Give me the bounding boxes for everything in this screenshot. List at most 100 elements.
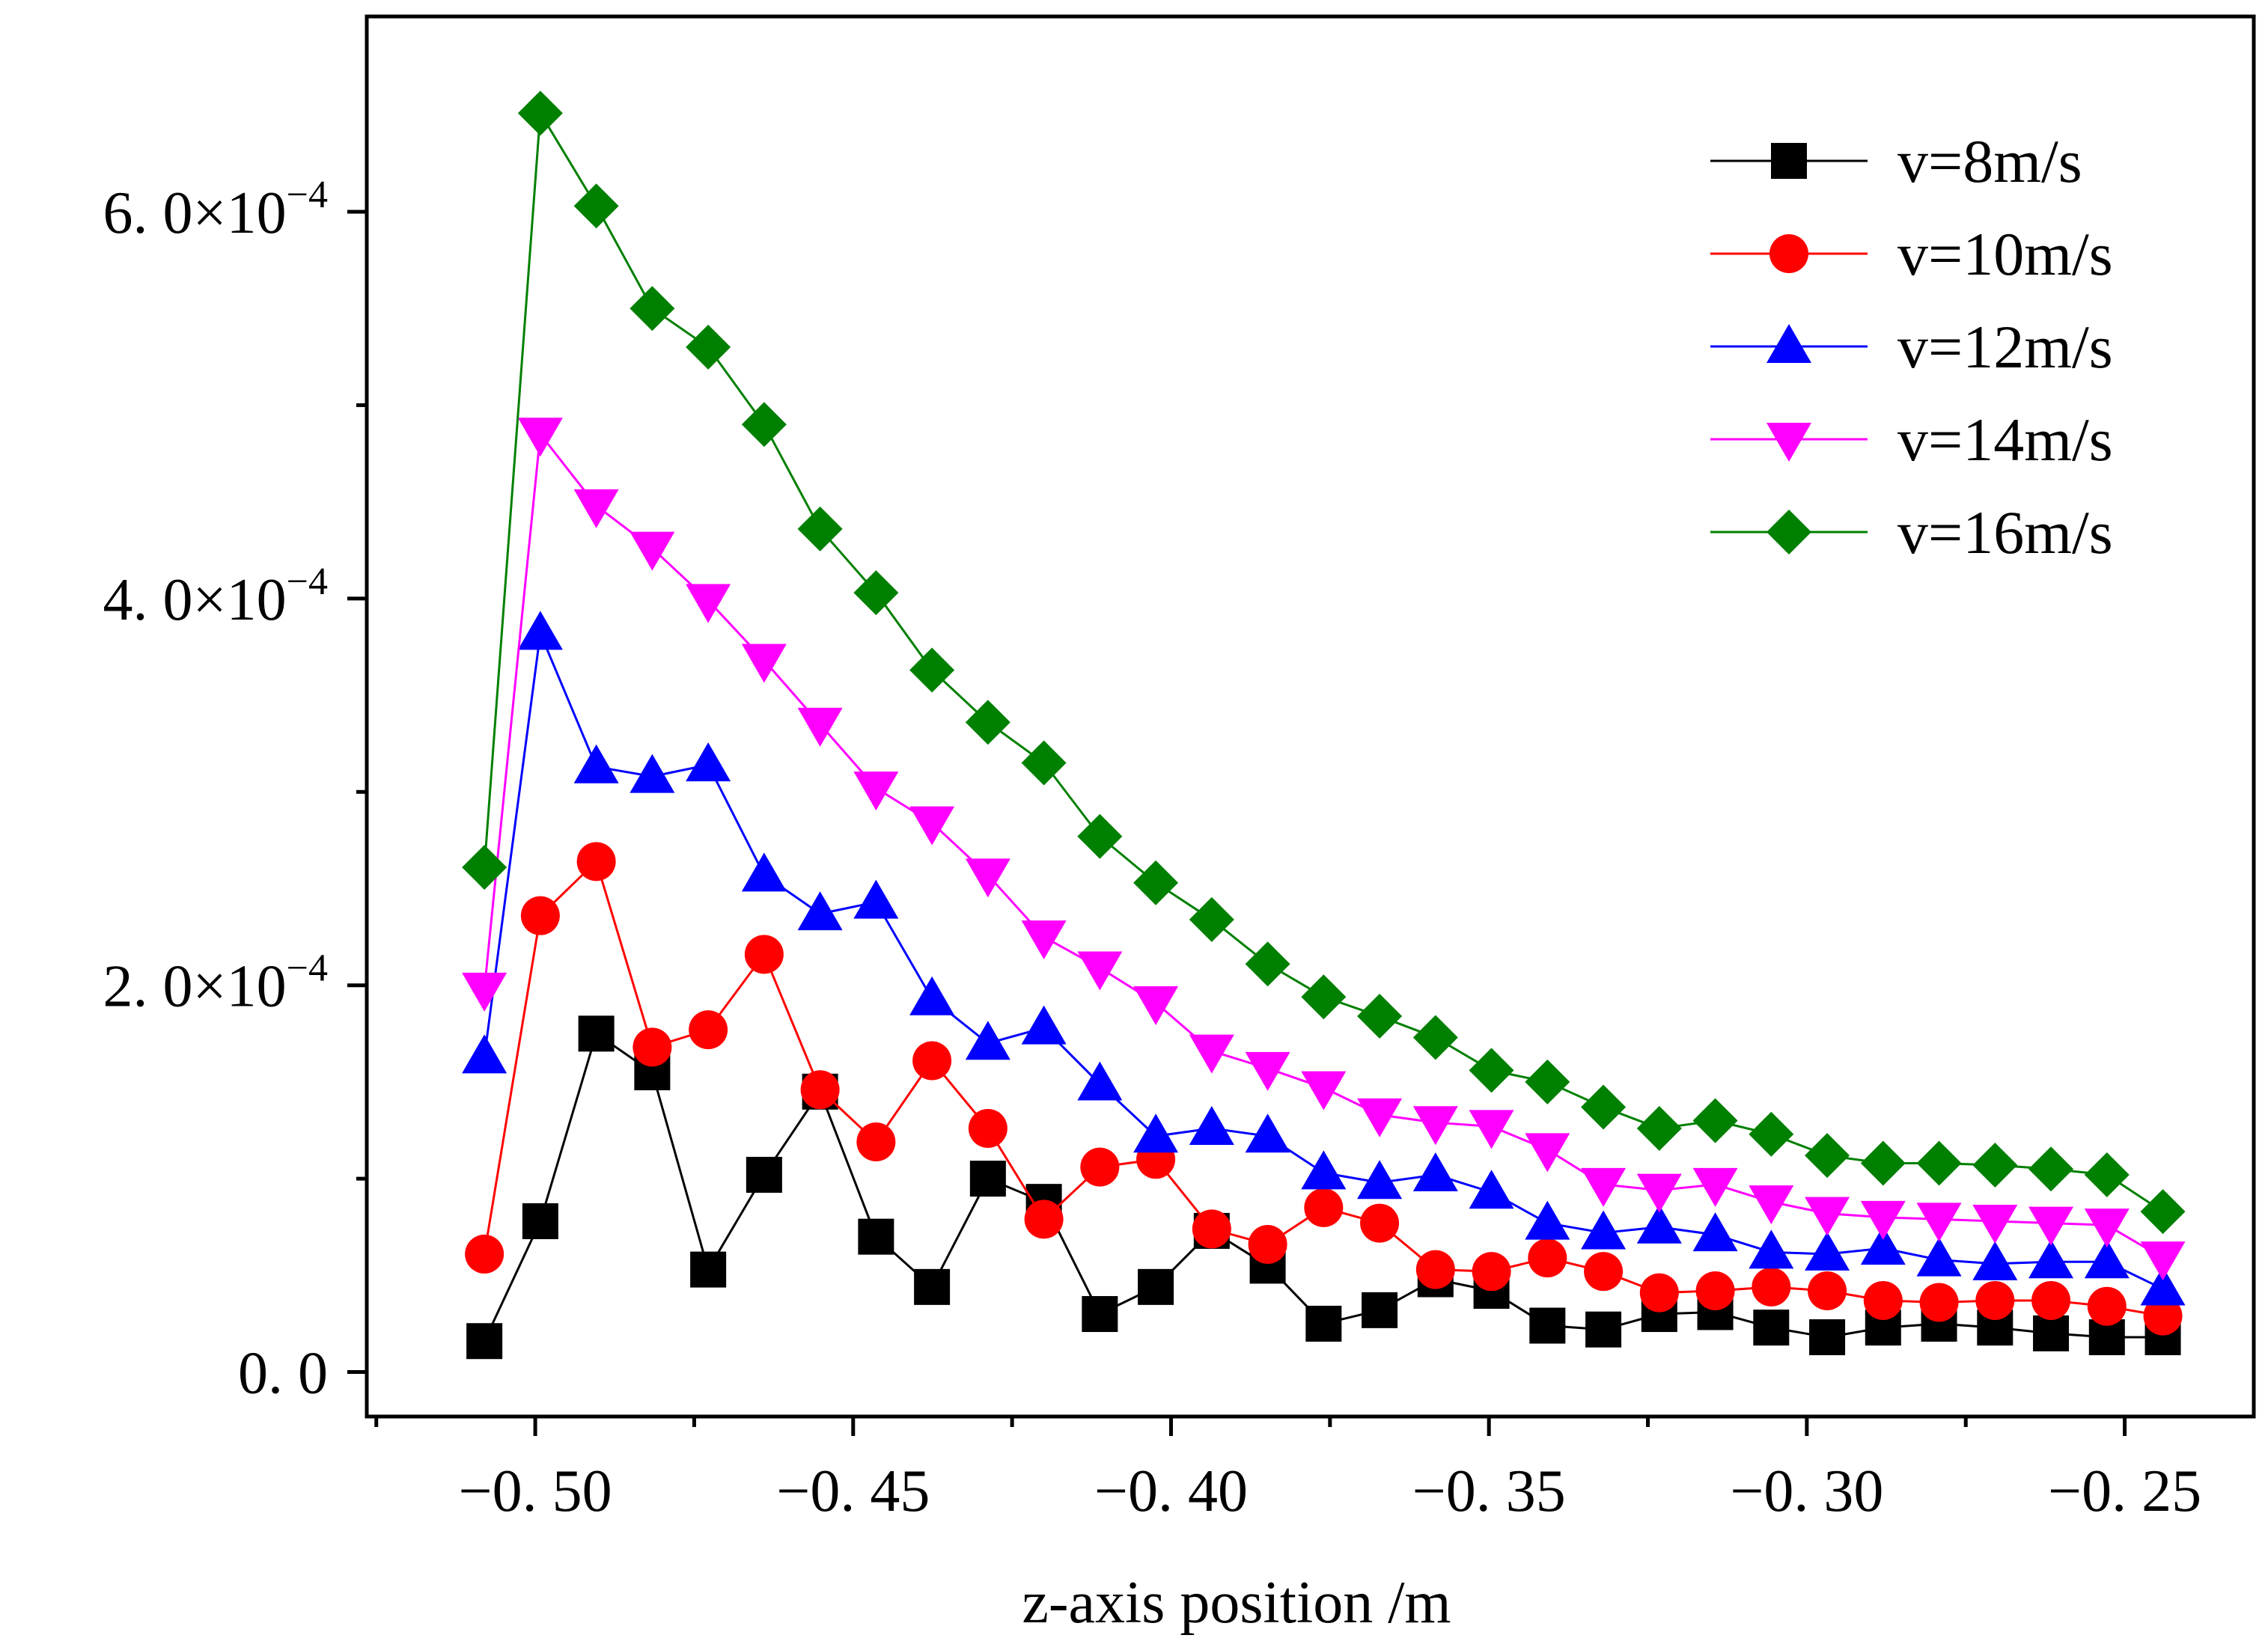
data-point (1636, 1173, 1682, 1213)
data-point (576, 842, 616, 881)
data-point (1972, 1241, 2018, 1280)
data-point (686, 324, 731, 370)
data-point (1189, 1105, 1234, 1145)
data-point (1808, 1271, 1847, 1311)
data-point (1581, 1210, 1627, 1250)
y-tick-label-base: 4. 0×10 (103, 567, 287, 633)
data-point (1975, 1280, 2015, 1320)
data-point (2028, 1146, 2074, 1192)
y-tick-label-base: 0. 0 (238, 1341, 328, 1407)
data-point (2033, 1315, 2070, 1351)
x-tick-label: −0. 35 (1412, 1458, 1566, 1524)
data-point (1021, 920, 1067, 960)
data-point (1860, 1140, 1906, 1186)
data-point (1636, 1105, 1682, 1151)
x-axis-label: z-axis position /m (1022, 1570, 1451, 1636)
data-point (522, 1203, 558, 1239)
data-point (1916, 1203, 1962, 1242)
data-point (1525, 1059, 1570, 1104)
data-point (853, 570, 899, 616)
data-point (2084, 1208, 2130, 1248)
series-layer (462, 91, 2186, 1360)
data-point (1972, 1204, 2018, 1244)
data-point (1245, 1113, 1290, 1153)
data-point (517, 91, 563, 136)
data-point (1412, 1015, 1458, 1060)
data-point (517, 418, 563, 457)
data-point (797, 506, 843, 551)
data-point (2140, 1241, 2186, 1281)
data-point (465, 1234, 504, 1274)
data-point (965, 1021, 1010, 1060)
data-point (2031, 1280, 2071, 1320)
x-tick-label: −0. 25 (2048, 1458, 2201, 1524)
data-point (2087, 1286, 2127, 1326)
data-point (1639, 1273, 1679, 1313)
data-point (1529, 1307, 1566, 1344)
data-point (466, 1323, 503, 1360)
legend-label: v=14m/s (1897, 406, 2113, 474)
data-point (2084, 1239, 2130, 1279)
x-tick-label: −0. 40 (1094, 1458, 1248, 1524)
data-point (965, 700, 1010, 745)
legend-marker (1769, 234, 1808, 273)
data-point (1362, 1292, 1398, 1328)
data-point (1692, 1098, 1738, 1143)
y-tick-label-exponent: −4 (287, 947, 328, 990)
data-point (1469, 1110, 1514, 1149)
data-point (1189, 896, 1234, 942)
y-tick-label: 6. 0×10−4 (103, 174, 328, 246)
data-point (1695, 1271, 1735, 1311)
data-point (1753, 1310, 1790, 1346)
data-point (1692, 1212, 1738, 1252)
legend-marker (1771, 143, 1807, 179)
data-point (797, 707, 843, 747)
data-point (1304, 1188, 1344, 1227)
data-point (1077, 1061, 1123, 1101)
y-axis: 0. 02. 0×10−44. 0×10−46. 0×10−4 (103, 174, 367, 1407)
data-point (1860, 1200, 1906, 1240)
series-v=14m/s (462, 418, 2186, 1281)
data-point (520, 896, 560, 935)
legend-marker (1766, 423, 1811, 462)
data-point (1805, 1133, 1850, 1179)
x-tick-label: −0. 45 (776, 1458, 930, 1524)
x-axis: −0. 50 −0. 45 −0. 40 −0. 35 −0. 30 −0. 25 (374, 1417, 2201, 1524)
data-point (800, 1070, 840, 1110)
data-point (1357, 994, 1403, 1039)
data-point (1077, 813, 1123, 859)
data-point (1357, 1160, 1403, 1200)
series-v=16m/s (462, 91, 2186, 1235)
data-point (1245, 1051, 1290, 1091)
data-point (1248, 1225, 1287, 1265)
data-point (1469, 1048, 1514, 1093)
y-tick-label-exponent: −4 (287, 174, 328, 216)
data-point (741, 852, 787, 892)
data-point (1528, 1238, 1567, 1278)
data-point (1357, 1098, 1403, 1137)
data-point (630, 531, 675, 571)
data-point (632, 1027, 672, 1067)
legend-label: v=16m/s (1897, 498, 2113, 566)
data-point (1860, 1226, 1906, 1265)
data-point (1749, 1229, 1794, 1269)
data-point (686, 742, 731, 782)
data-point (1749, 1111, 1794, 1157)
data-point (2143, 1296, 2183, 1336)
data-point (1525, 1200, 1570, 1240)
legend-marker (1766, 510, 1811, 554)
legend-label: v=8m/s (1897, 127, 2082, 195)
data-point (1584, 1252, 1624, 1292)
data-point (969, 1161, 1006, 1197)
data-point (1021, 1005, 1067, 1045)
data-point (578, 1015, 615, 1052)
data-point (1301, 974, 1347, 1020)
data-point (2140, 1189, 2186, 1235)
data-point (2028, 1239, 2074, 1279)
data-point (1245, 941, 1290, 987)
data-point (2028, 1206, 2074, 1246)
data-point (686, 584, 731, 623)
data-point (741, 644, 787, 683)
data-point (2084, 1152, 2130, 1197)
